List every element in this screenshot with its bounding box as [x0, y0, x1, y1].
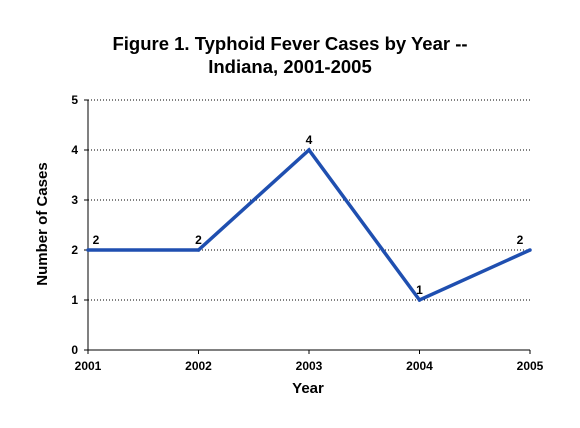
data-label: 2 [93, 233, 100, 247]
y-tick-label: 4 [71, 143, 78, 157]
y-tick-label: 0 [71, 343, 78, 357]
data-point [528, 248, 532, 252]
data-labels: 2 2 4 1 2 [93, 133, 524, 297]
x-axis-title: Year [292, 380, 324, 397]
y-axis-title: Number of Cases [34, 162, 51, 285]
x-tick-labels: 2001 2002 2003 2004 2005 [75, 359, 544, 373]
series-layer [86, 148, 532, 302]
data-point [197, 248, 201, 252]
x-tick-label: 2004 [406, 359, 433, 373]
data-point [307, 148, 311, 152]
x-tick-label: 2001 [75, 359, 102, 373]
data-label: 2 [195, 233, 202, 247]
y-tick-label: 2 [71, 243, 78, 257]
gridlines [88, 100, 530, 300]
series-line [88, 150, 530, 300]
chart-title: Figure 1. Typhoid Fever Cases by Year -- [112, 33, 467, 54]
x-tick-label: 2003 [296, 359, 323, 373]
data-label: 1 [416, 283, 423, 297]
data-point [418, 298, 422, 302]
x-tick-label: 2005 [517, 359, 544, 373]
y-tick-labels: 0 1 2 3 4 5 [71, 93, 78, 357]
y-tick-label: 5 [71, 93, 78, 107]
data-point [86, 248, 90, 252]
y-tick-label: 1 [71, 293, 78, 307]
chart-subtitle: Indiana, 2001-2005 [208, 56, 372, 77]
data-label: 2 [517, 233, 524, 247]
data-label: 4 [306, 133, 313, 147]
x-tick-label: 2002 [185, 359, 212, 373]
y-tick-label: 3 [71, 193, 78, 207]
